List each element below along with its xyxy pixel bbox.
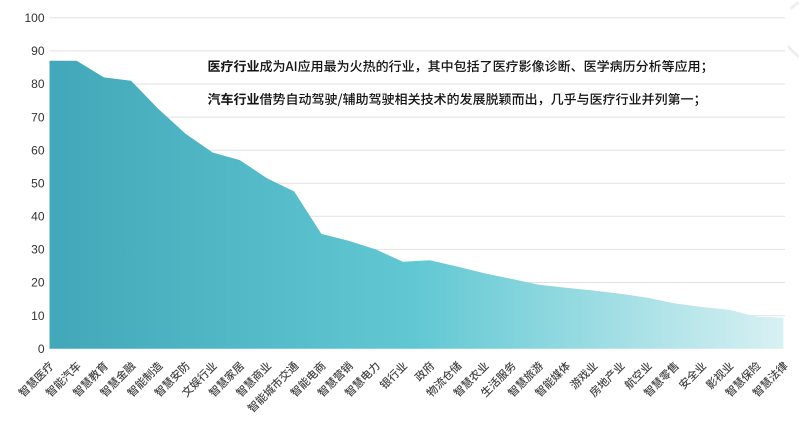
svg-text:0: 0 (38, 342, 45, 356)
svg-text:20: 20 (31, 276, 45, 290)
svg-text:40: 40 (31, 210, 45, 224)
svg-text:90: 90 (31, 44, 45, 58)
svg-text:30: 30 (31, 243, 45, 257)
svg-text:80: 80 (31, 77, 45, 91)
svg-text:50: 50 (31, 176, 45, 190)
svg-text:70: 70 (31, 110, 45, 124)
svg-text:100: 100 (24, 11, 44, 25)
svg-text:60: 60 (31, 143, 45, 157)
svg-text:10: 10 (31, 309, 45, 323)
